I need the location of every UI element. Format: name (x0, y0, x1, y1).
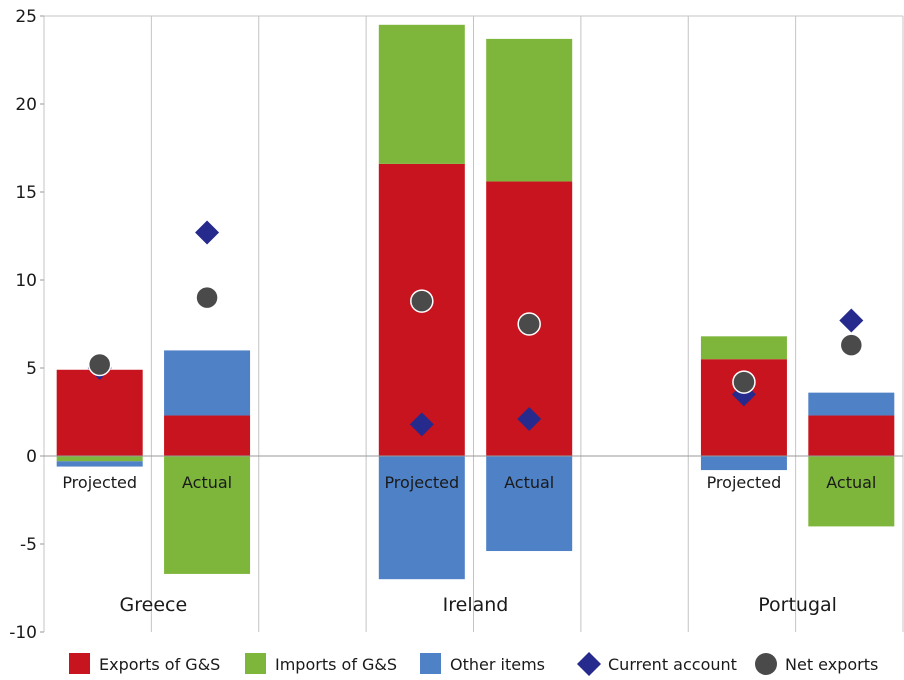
legend-swatch-current-account (577, 652, 601, 676)
legend-label-current-account: Current account (608, 655, 737, 674)
marker-net-exports (195, 285, 219, 310)
legend: Exports of G&S Imports of G&S Other items C… (69, 652, 878, 676)
y-axis: 25 20 15 10 5 0 -5 -10 (9, 7, 44, 643)
bar-imports-of-gands (164, 456, 251, 574)
marker-net-exports (732, 370, 756, 394)
bar-other-items (808, 392, 895, 416)
legend-swatch-exports-of-gands (69, 653, 90, 674)
group-label-greece: Greece (120, 594, 188, 616)
marker-current-account (839, 308, 864, 333)
marker-current-account (517, 407, 542, 432)
y-tick-label: 25 (15, 7, 37, 27)
category-label: Actual (182, 473, 232, 492)
legend-label-exports-of-gands: Exports of G&S (99, 655, 220, 674)
y-tick-label: 20 (15, 95, 37, 115)
bar-imports-of-gands (486, 38, 573, 182)
bar-other-items (486, 456, 573, 552)
bar-exports-of-gands (56, 369, 143, 456)
y-tick-label: -5 (20, 535, 37, 555)
bar-imports-of-gands (56, 456, 143, 462)
group-labels: Greece Ireland Portugal (120, 594, 837, 616)
legend-label-imports-of-gands: Imports of G&S (275, 655, 397, 674)
marker-current-account (195, 220, 220, 245)
legend-swatch-imports-of-gands (245, 653, 266, 674)
group-label-ireland: Ireland (443, 594, 509, 616)
legend-label-other-items: Other items (450, 655, 545, 674)
bar-other-items (56, 461, 143, 467)
markers (87, 220, 864, 437)
marker-current-account (409, 412, 434, 437)
grid (43, 15, 904, 632)
bar-imports-of-gands (378, 24, 465, 164)
legend-swatch-net-exports (755, 653, 777, 675)
bar-imports-of-gands (700, 336, 787, 360)
y-tick-label: 15 (15, 183, 37, 203)
bar-other-items (378, 456, 465, 580)
bars (56, 24, 895, 580)
marker-net-exports (87, 352, 112, 377)
category-label: Projected (707, 473, 782, 492)
y-tick-label: 5 (26, 359, 37, 379)
y-tick-label: 0 (26, 447, 37, 467)
legend-label-net-exports: Net exports (785, 655, 878, 674)
category-label: Projected (384, 473, 459, 492)
bar-exports-of-gands (808, 415, 895, 456)
bar-other-items (164, 350, 251, 416)
marker-net-exports (839, 333, 864, 357)
bar-other-items (700, 456, 787, 471)
marker-net-exports (517, 312, 541, 336)
bar-exports-of-gands (164, 415, 251, 456)
category-label: Actual (826, 473, 876, 492)
legend-swatch-other-items (420, 653, 441, 674)
bar-imports-of-gands (808, 456, 895, 527)
marker-net-exports (410, 289, 434, 313)
category-label: Actual (504, 473, 554, 492)
category-labels: Projected Actual Projected Actual Projected A… (62, 473, 876, 492)
group-label-portugal: Portugal (758, 594, 837, 616)
y-tick-label: 10 (15, 271, 37, 291)
category-label: Projected (62, 473, 137, 492)
y-tick-label: -10 (9, 623, 37, 643)
